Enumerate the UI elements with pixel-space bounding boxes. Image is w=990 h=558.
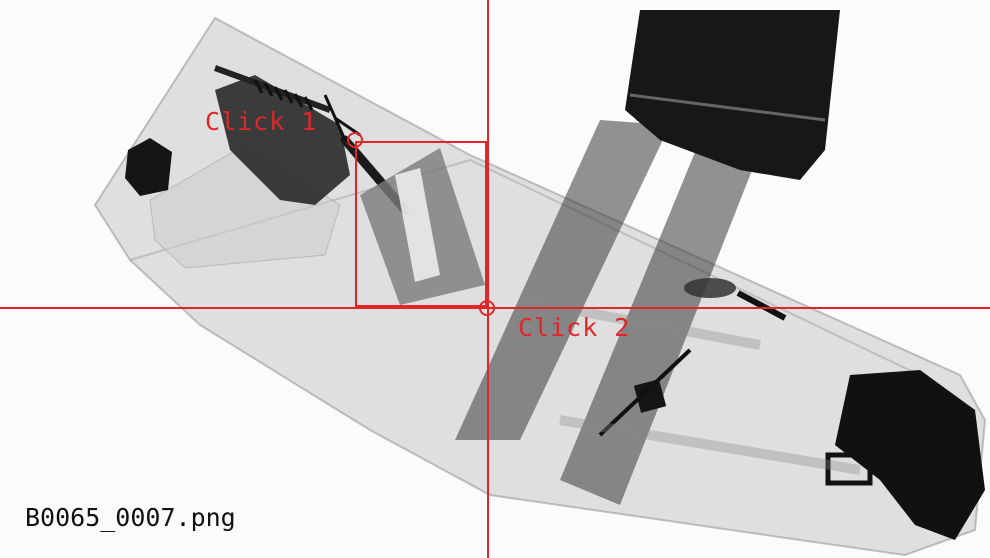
image-filename: B0065_0007.png xyxy=(25,503,236,532)
click2-marker xyxy=(479,300,495,316)
crosshair-horizontal-line xyxy=(0,307,990,309)
click1-label: Click 1 xyxy=(205,107,318,136)
selection-rectangle xyxy=(355,141,487,307)
click2-label: Click 2 xyxy=(518,313,631,342)
click1-marker xyxy=(347,132,363,148)
crosshair-vertical-line xyxy=(487,0,489,558)
